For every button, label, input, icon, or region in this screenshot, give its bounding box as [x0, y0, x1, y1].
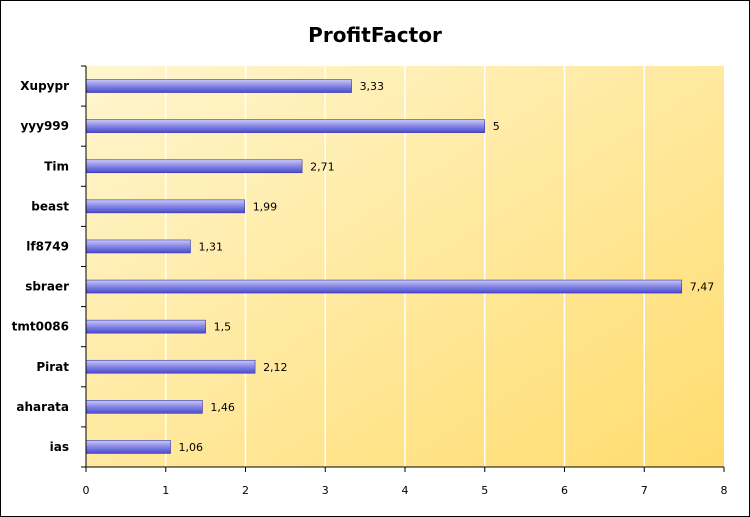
bar-tmt0086 — [85, 319, 206, 334]
chart-title: ProfitFactor — [308, 23, 442, 47]
value-label: 5 — [493, 120, 500, 133]
value-label: 1,31 — [198, 240, 223, 253]
category-label: ias — [50, 440, 69, 454]
bar-ias — [85, 440, 171, 454]
value-label: 2,12 — [263, 361, 288, 374]
x-tick-label: 6 — [561, 484, 568, 497]
category-label: aharata — [16, 400, 69, 414]
value-label: 1,06 — [179, 441, 204, 454]
x-tick-label: 2 — [242, 484, 249, 497]
category-label: Xupypr — [20, 79, 69, 93]
x-tick-label: 5 — [481, 484, 488, 497]
category-label: tmt0086 — [12, 320, 69, 334]
bar-lf8749 — [85, 239, 191, 254]
category-label: sbraer — [25, 280, 69, 294]
value-label: 2,71 — [310, 160, 335, 173]
x-tick-label: 1 — [162, 484, 169, 497]
x-tick-label: 3 — [322, 484, 329, 497]
category-label: lf8749 — [26, 239, 69, 253]
value-label: 3,33 — [360, 80, 385, 93]
bar-sbraer — [85, 279, 683, 294]
x-tick-label: 4 — [402, 484, 409, 497]
bar-aharata — [85, 400, 203, 414]
x-tick-label: 8 — [721, 484, 728, 497]
value-label: 1,99 — [253, 200, 278, 213]
bar-yyy999 — [85, 119, 486, 133]
category-label: Tim — [44, 159, 69, 173]
bar-Pirat — [85, 359, 256, 374]
value-label: 1,46 — [210, 401, 235, 414]
bar-beast — [85, 199, 246, 214]
x-tick-label: 0 — [83, 484, 90, 497]
category-label: Pirat — [36, 360, 69, 374]
category-label: yyy999 — [20, 119, 69, 133]
bar-Tim — [85, 159, 303, 174]
value-label: 7,47 — [690, 281, 715, 294]
bar-Xupypr — [85, 79, 352, 93]
value-label: 1,5 — [214, 321, 232, 334]
category-label: beast — [31, 199, 69, 213]
x-tick-label: 7 — [641, 484, 648, 497]
